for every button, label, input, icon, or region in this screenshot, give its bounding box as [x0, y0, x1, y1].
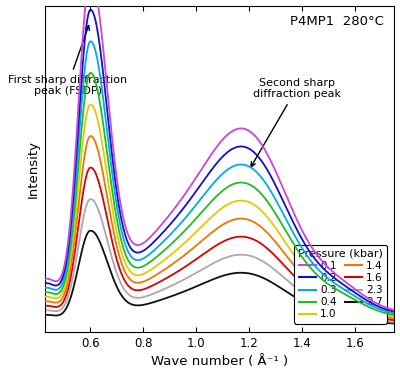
Y-axis label: Intensity: Intensity — [27, 140, 40, 198]
Text: P4MP1  280°C: P4MP1 280°C — [290, 15, 384, 28]
Legend: 0.1, 0.2, 0.3, 0.4, 1.0, 1.4, 1.6, 2.3, 2.7: 0.1, 0.2, 0.3, 0.4, 1.0, 1.4, 1.6, 2.3, … — [294, 245, 388, 324]
X-axis label: Wave number ( Å⁻¹ ): Wave number ( Å⁻¹ ) — [151, 355, 288, 368]
Text: First sharp diffraction
peak (FSDP): First sharp diffraction peak (FSDP) — [8, 25, 127, 96]
Text: Second sharp
diffraction peak: Second sharp diffraction peak — [251, 78, 340, 167]
